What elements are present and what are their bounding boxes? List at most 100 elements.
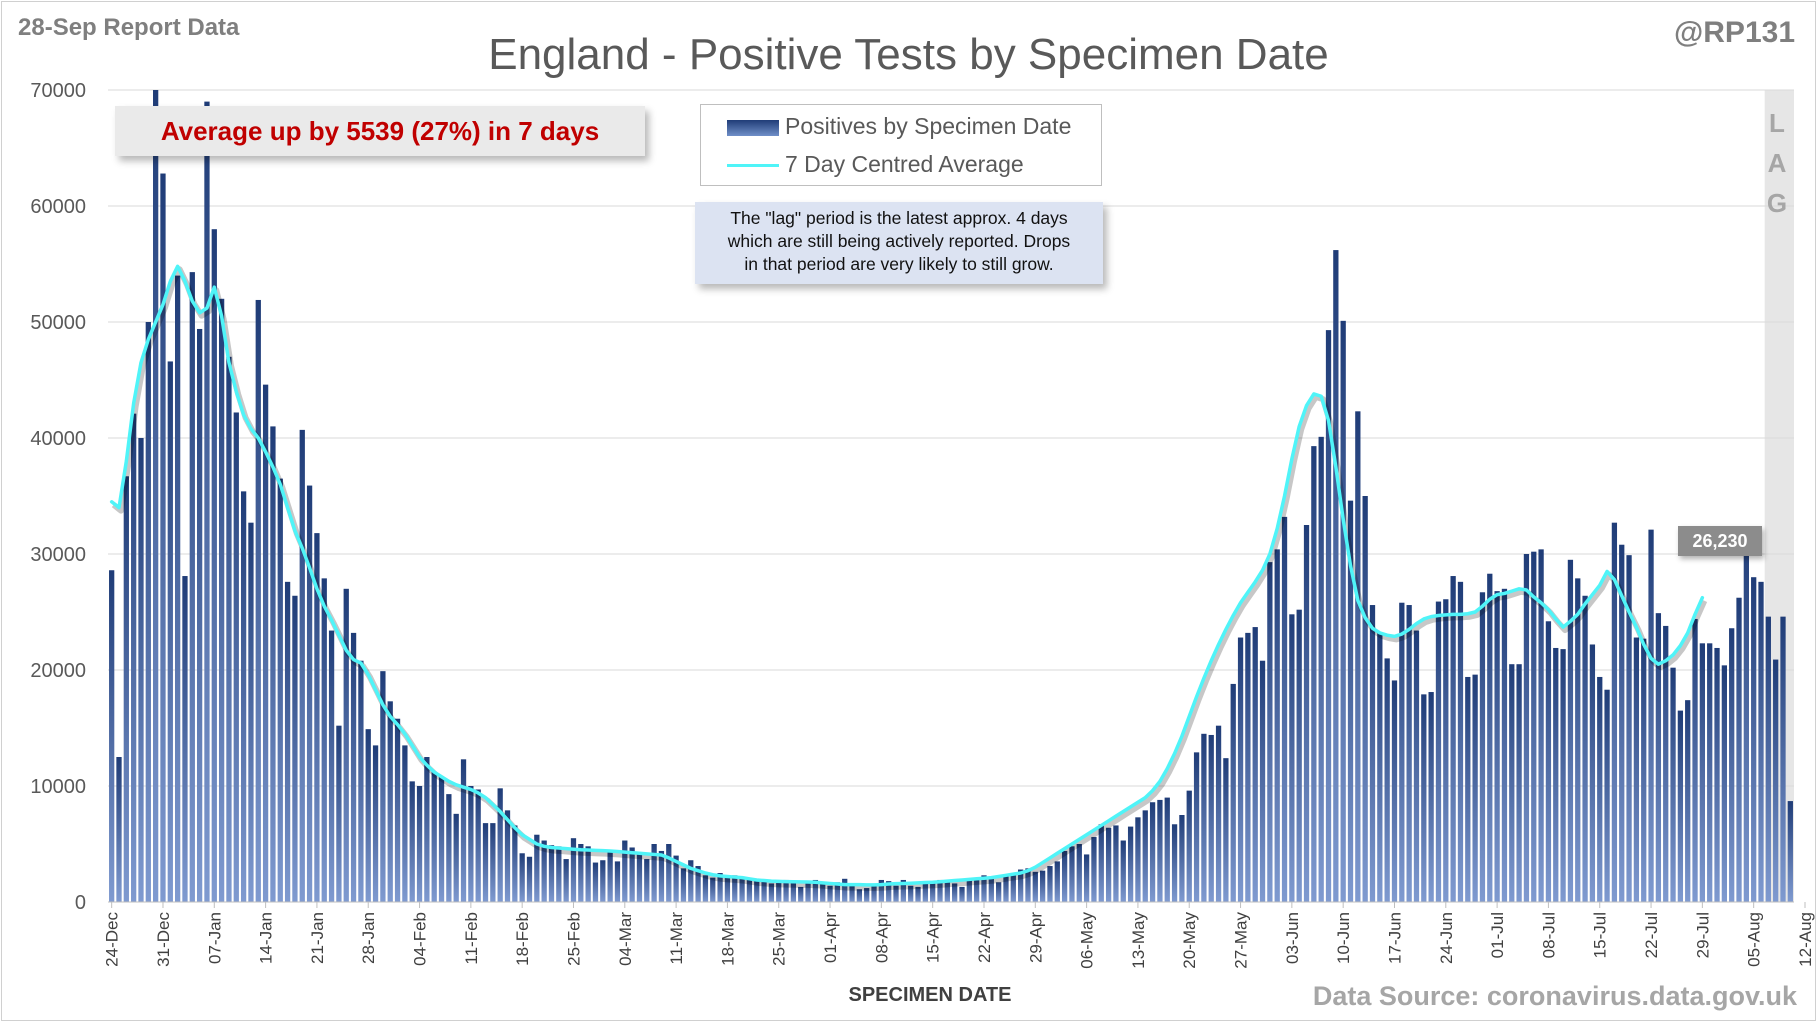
bar [1494, 591, 1500, 902]
bar [922, 882, 928, 902]
x-axis-title: SPECIMEN DATE [848, 984, 1012, 1006]
bar [350, 632, 357, 902]
x-tick-label: 12-Aug [1796, 912, 1815, 967]
bar [680, 868, 687, 902]
bar [321, 578, 327, 902]
bar [402, 745, 408, 902]
bar [1259, 660, 1266, 902]
bar [1435, 601, 1442, 902]
bar [1032, 871, 1038, 902]
lag-explanation-note: The "lag" period is the latest approx. 4… [695, 202, 1103, 284]
x-tick-label: 10-Jun [1334, 912, 1353, 964]
bar [600, 860, 606, 902]
bar [504, 810, 511, 902]
bar [409, 781, 415, 902]
x-tick-label: 22-Apr [975, 912, 994, 963]
bar [1780, 616, 1786, 902]
bar [1157, 799, 1163, 902]
bar [1575, 578, 1581, 902]
bar [1626, 555, 1632, 902]
bar [1677, 710, 1684, 902]
bar [1501, 588, 1508, 902]
bar [864, 888, 870, 902]
bar [328, 630, 335, 902]
x-tick-label: 24-Dec [103, 912, 122, 967]
bar [761, 879, 767, 902]
bar [988, 876, 994, 902]
bar [834, 882, 841, 902]
bar [380, 671, 386, 902]
bar [1179, 815, 1185, 902]
bar [1347, 500, 1354, 902]
bar [1472, 674, 1478, 902]
chart-title: England - Positive Tests by Specimen Dat… [488, 30, 1329, 79]
note-line: The "lag" period is the latest approx. 4… [730, 208, 1068, 228]
bar [1054, 861, 1060, 902]
bar [1685, 700, 1691, 902]
bar [1296, 609, 1302, 902]
x-tick-label: 03-Jun [1283, 912, 1302, 964]
bar [754, 881, 760, 902]
bar [1428, 692, 1434, 902]
data-source-label: Data Source: coronavirus.data.gov.uk [1312, 981, 1797, 1011]
x-tick-label: 04-Mar [616, 912, 635, 966]
bar [262, 384, 269, 902]
bar [306, 485, 313, 902]
bar [1523, 554, 1530, 902]
y-tick-label: 50000 [30, 312, 86, 334]
bar [541, 840, 547, 902]
bar [1384, 658, 1390, 902]
bar [446, 794, 452, 902]
bar [116, 757, 122, 902]
y-tick-label: 20000 [30, 660, 86, 682]
bar [1721, 665, 1727, 902]
x-tick-label: 28-Jan [359, 912, 378, 964]
bar [145, 322, 151, 902]
bar [658, 850, 665, 902]
bar [1120, 840, 1126, 902]
bar [842, 878, 848, 902]
bar [336, 725, 342, 902]
bar [966, 878, 972, 902]
bar [1069, 846, 1075, 902]
bar [1707, 643, 1713, 902]
bar [1465, 676, 1471, 902]
bar [1010, 873, 1016, 902]
bar [1633, 637, 1640, 902]
bar [1391, 680, 1398, 902]
legend-line-swatch [727, 164, 779, 168]
bar [996, 882, 1002, 902]
bar [710, 877, 716, 902]
bar [1663, 625, 1669, 902]
report-date-label: 28-Sep Report Data [18, 14, 240, 41]
bar [556, 846, 562, 902]
bar [153, 90, 159, 902]
note-line: which are still being actively reported.… [727, 231, 1071, 251]
bar [570, 838, 577, 902]
bar [783, 879, 789, 902]
bar [240, 491, 247, 902]
bar [629, 847, 635, 902]
bar [534, 834, 540, 902]
x-tick-label: 14-Jan [257, 912, 276, 964]
bar [1516, 664, 1522, 902]
average-line [109, 264, 1705, 887]
legend-bar-swatch [727, 119, 779, 136]
bar [1619, 544, 1625, 902]
bar [1201, 733, 1207, 902]
bar [1736, 597, 1742, 902]
bar [1758, 581, 1764, 902]
y-tick-label: 70000 [30, 80, 86, 102]
bar [372, 745, 379, 902]
bar [1281, 516, 1288, 902]
bar [1611, 522, 1618, 902]
bar [1003, 876, 1009, 902]
bar-series [109, 90, 1793, 903]
legend-bar-label: Positives by Specimen Date [785, 113, 1072, 139]
bar [1457, 581, 1464, 902]
bar [1787, 801, 1793, 902]
bar [1039, 870, 1046, 902]
bar [248, 522, 254, 902]
bar [1406, 605, 1412, 902]
bar [688, 860, 694, 902]
